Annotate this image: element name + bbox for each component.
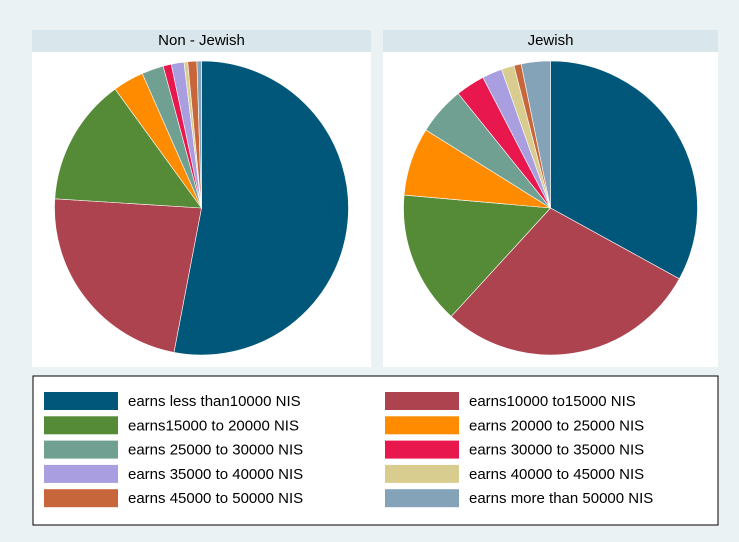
legend-label: earns 20000 to 25000 NIS — [469, 417, 644, 434]
pie-slice — [54, 198, 202, 353]
pie-slice — [403, 194, 552, 317]
legend-swatch — [44, 392, 118, 410]
panel-header — [32, 30, 371, 52]
legend-swatch — [44, 440, 118, 459]
legend-label: earns 25000 to 30000 NIS — [128, 442, 303, 459]
legend-swatch — [44, 416, 118, 435]
legend-swatch — [385, 464, 459, 483]
legend-label: earns more than 50000 NIS — [469, 490, 653, 507]
legend-label: earns10000 to15000 NIS — [469, 393, 636, 410]
pie-slice — [196, 60, 202, 209]
legend-label: earns 40000 to 45000 NIS — [469, 466, 644, 483]
legend-label: earns less than10000 NIS — [128, 393, 301, 410]
legend-swatch — [44, 489, 118, 508]
legend-box — [32, 375, 719, 526]
panel-title: Non - Jewish — [158, 32, 245, 49]
pie-slice — [450, 207, 680, 356]
panel-header — [383, 30, 718, 52]
legend-swatch — [385, 416, 459, 435]
legend-swatch — [385, 392, 459, 410]
panel-title: Jewish — [528, 32, 574, 49]
legend-label: earns 45000 to 50000 NIS — [128, 490, 303, 507]
pie-slice — [550, 60, 698, 280]
legend-swatch — [385, 440, 459, 459]
legend-label: earns 30000 to 35000 NIS — [469, 442, 644, 459]
legend-swatch — [385, 489, 459, 508]
legend-label: earns15000 to 20000 NIS — [128, 417, 299, 434]
pie-slice — [173, 60, 349, 356]
legend-label: earns 35000 to 40000 NIS — [128, 466, 303, 483]
legend-swatch — [44, 464, 118, 483]
pie-slice — [54, 88, 203, 209]
pie-slice — [520, 60, 551, 209]
